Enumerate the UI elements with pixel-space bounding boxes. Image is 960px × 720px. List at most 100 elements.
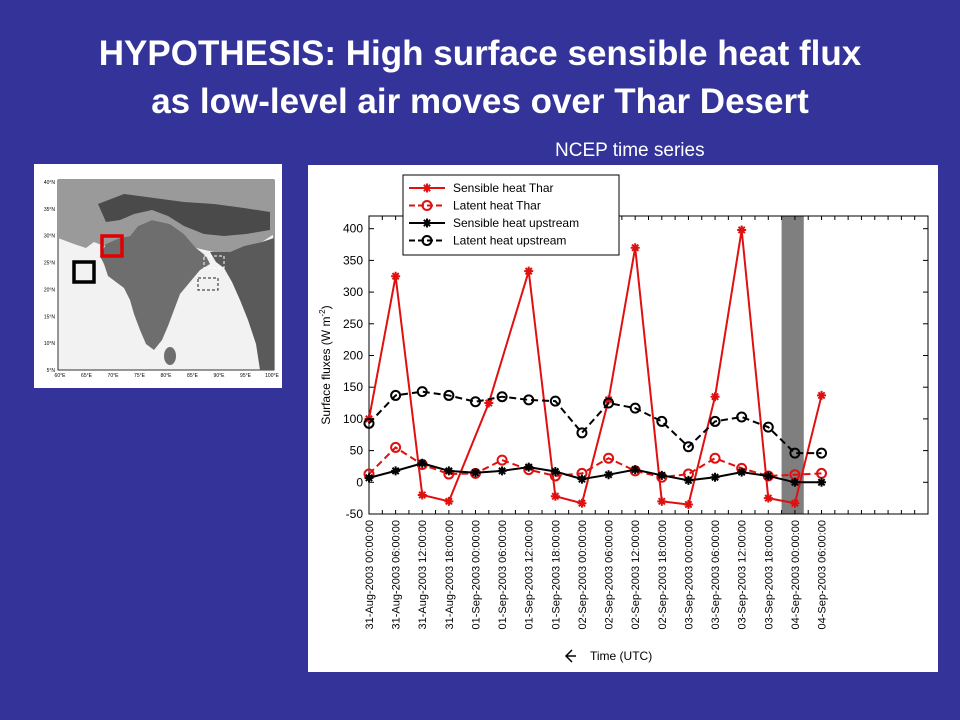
data-point [391,466,401,476]
data-point [790,498,800,508]
map-lat-label: 20°N [44,287,56,293]
data-point [817,477,827,487]
map-lat-labels: 40°N 35°N 30°N 25°N 20°N 15°N 10°N 5°N [44,180,56,374]
map-lat-label: 10°N [44,341,56,347]
data-point [444,466,454,476]
data-point [737,225,747,235]
x-tick-label: 02-Sep-2003 06:00:00 [604,520,616,629]
data-point [630,243,640,253]
x-tick-label: 01-Sep-2003 00:00:00 [470,520,482,629]
data-point [709,452,721,464]
data-point [789,447,801,459]
series-3 [363,386,828,459]
map-box-dashed-2 [197,277,219,291]
flux-chart: -50 0 50 100 150 200 250 300 350 400 31-Aug-2003 0… [308,165,938,672]
data-point [577,498,587,508]
data-point [657,496,667,506]
data-point [390,441,402,453]
map-lon-label: 90°E [214,373,226,379]
data-point [604,395,614,405]
map-lat-label: 15°N [44,314,56,320]
legend-marker [422,218,432,228]
region-map: 40°N 35°N 30°N 25°N 20°N 15°N 10°N 5°N 60°E 65°E… [34,164,282,388]
data-point [484,398,494,408]
data-point [737,467,747,477]
legend-marker [421,200,433,211]
data-point [524,462,534,472]
y-tick-label: 300 [343,285,363,299]
y-tick-label: 350 [343,253,363,267]
series-line [368,229,823,506]
x-tick-label: 03-Sep-2003 06:00:00 [710,520,722,629]
legend-marker [421,235,433,246]
map-lon-label: 65°E [81,373,93,379]
y-tick-label: 400 [343,222,363,236]
y-tick-label: -50 [346,507,364,521]
legend-label: Sensible heat Thar [453,181,554,195]
data-point [417,490,427,500]
slide-title: HYPOTHESIS: High surface sensible heat f… [0,30,960,126]
y-tick-label: 150 [343,380,363,394]
legend: Sensible heat Thar Latent heat Thar Sensib… [402,174,620,256]
y-tick-label: 100 [343,412,363,426]
data-point [657,470,667,480]
map-lat-label: 5°N [47,368,56,374]
x-axis-label-group: Time (UTC) [564,649,652,663]
data-point [391,271,401,281]
x-tick-label: 01-Sep-2003 06:00:00 [497,520,509,629]
data-point [417,458,427,468]
data-point [603,452,615,464]
y-label-sup: -2 [318,309,327,317]
data-point [709,415,721,427]
y-tick-label: 0 [356,475,363,489]
x-tick-label: 02-Sep-2003 00:00:00 [577,520,589,629]
data-point [496,391,508,403]
y-tick-label: 250 [343,317,363,331]
data-point [683,475,693,485]
x-axis-label: Time (UTC) [590,649,652,663]
thar-box [100,234,124,258]
data-point [523,394,535,406]
y-label-main: Surface fluxes (W m [319,317,333,425]
map-lon-label: 95°E [240,373,252,379]
left-arrow-icon [564,649,576,663]
data-point [790,477,800,487]
data-point [549,395,561,407]
data-point [629,402,641,414]
map-lon-label: 100°E [265,373,279,379]
map-lat-label: 30°N [44,234,56,240]
data-point [444,496,454,506]
data-point [604,470,614,480]
x-tick-label: 31-Aug-2003 12:00:00 [417,520,429,629]
data-point [816,447,828,459]
legend-label: Sensible heat upstream [453,216,579,230]
map-lon-labels: 60°E 65°E 70°E 75°E 80°E 85°E 90°E 95°E 100°E [55,373,280,379]
chart-subtitle: NCEP time series [555,140,705,161]
x-tick-label: 04-Sep-2003 06:00:00 [817,520,829,629]
x-tick-label: 31-Aug-2003 00:00:00 [364,520,376,629]
data-point [683,499,693,509]
data-point [497,466,507,476]
upstream-box [72,260,96,284]
data-point [363,417,375,429]
title-line-2: as low-level air moves over Thar Desert [151,82,809,121]
x-tick-label: 01-Sep-2003 18:00:00 [550,520,562,629]
map-lon-label: 60°E [55,373,67,379]
data-point [762,421,774,433]
x-tick-label: 01-Sep-2003 12:00:00 [524,520,536,629]
data-point [682,441,694,453]
data-point [630,465,640,475]
y-tick-label: 200 [343,348,363,362]
flux-chart-svg: -50 0 50 100 150 200 250 300 350 400 31-Aug-2003 0… [318,174,929,663]
map-lon-label: 75°E [134,373,146,379]
shaded-period [781,216,804,514]
data-point [390,389,402,401]
legend-marker [422,183,432,193]
series-layer [363,225,828,509]
data-point [550,491,560,501]
legend-label: Latent heat Thar [453,199,541,213]
y-label-end: ) [319,305,333,309]
data-point [763,493,773,503]
data-point [603,397,615,409]
map-figure: 40°N 35°N 30°N 25°N 20°N 15°N 10°N 5°N 60°E 65°E… [44,179,280,379]
